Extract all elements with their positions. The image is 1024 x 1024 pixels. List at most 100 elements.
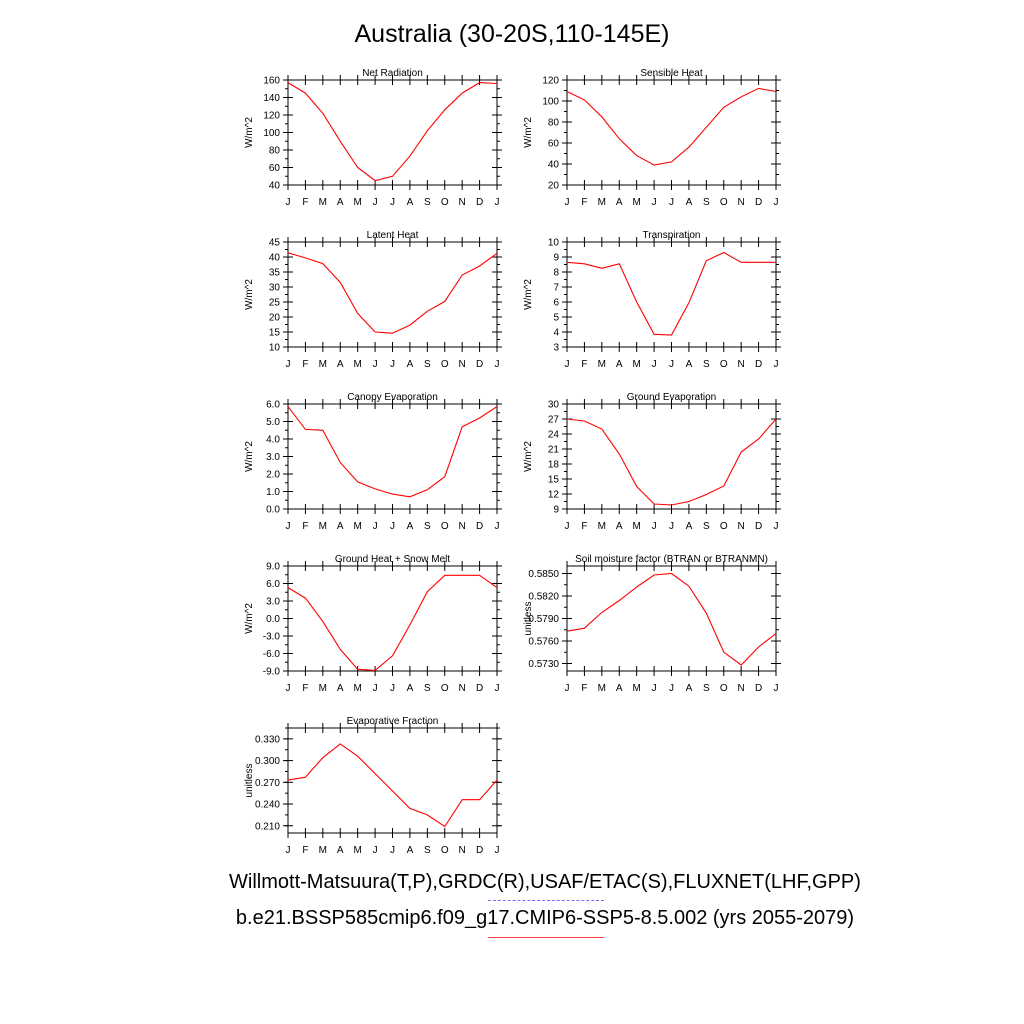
- plot-frame: [566, 565, 777, 672]
- y-tick-label: 9: [553, 505, 559, 516]
- y-tick-label: 6.0: [266, 400, 280, 411]
- x-tick-label: J: [669, 197, 674, 208]
- x-tick-label: N: [459, 197, 466, 208]
- x-tick-label: J: [373, 359, 378, 370]
- y-tick-label: 120: [263, 111, 280, 122]
- x-tick-label: F: [302, 683, 308, 694]
- x-tick-label: J: [774, 359, 779, 370]
- y-tick-label: 3.0: [266, 597, 280, 608]
- y-axis-label: W/m^2: [523, 117, 534, 148]
- x-tick-label: F: [581, 683, 587, 694]
- x-tick-label: J: [774, 521, 779, 532]
- x-tick-label: A: [686, 683, 693, 694]
- series-line: [287, 82, 498, 182]
- y-axis-label: W/m^2: [244, 279, 255, 310]
- x-tick-label: J: [373, 197, 378, 208]
- x-tick-label: O: [441, 845, 449, 856]
- x-tick-label: A: [337, 359, 344, 370]
- x-tick-label: J: [669, 521, 674, 532]
- x-tick-label: J: [774, 683, 779, 694]
- y-tick-label: 160: [263, 76, 280, 87]
- x-tick-label: A: [686, 359, 693, 370]
- x-tick-label: D: [476, 197, 483, 208]
- panel-8: Evaporative Fraction unitless 0.330 0.300 0.…: [244, 716, 502, 856]
- x-tick-label: J: [390, 521, 395, 532]
- x-tick-label: A: [616, 683, 623, 694]
- footer-obs-sources: Willmott-Matsuura(T,P),GRDC(R),USAF/ETAC…: [229, 871, 861, 893]
- x-tick-label: J: [652, 197, 657, 208]
- x-tick-label: J: [652, 521, 657, 532]
- panel-title: Canopy Evaporation: [347, 392, 438, 403]
- y-tick-label: 10: [269, 343, 281, 354]
- x-tick-label: A: [407, 197, 414, 208]
- x-tick-label: F: [581, 359, 587, 370]
- plot-frame: [566, 403, 777, 510]
- x-tick-label: A: [407, 845, 414, 856]
- x-tick-label: M: [632, 683, 640, 694]
- page-title: Australia (30-20S,110-145E): [354, 20, 670, 48]
- x-tick-label: A: [337, 683, 344, 694]
- y-tick-label: -9.0: [263, 667, 281, 678]
- x-tick-label: J: [565, 197, 570, 208]
- x-tick-label: J: [286, 359, 291, 370]
- x-tick-label: M: [353, 521, 361, 532]
- series-line: [566, 87, 777, 166]
- y-axis-label: W/m^2: [244, 441, 255, 472]
- x-tick-label: D: [476, 845, 483, 856]
- x-tick-label: S: [703, 359, 710, 370]
- y-tick-label: 4.0: [266, 435, 280, 446]
- x-tick-label: F: [302, 845, 308, 856]
- y-tick-label: 3.0: [266, 452, 280, 463]
- x-tick-label: N: [738, 521, 745, 532]
- x-tick-label: J: [495, 683, 500, 694]
- y-tick-label: 0.5730: [528, 659, 559, 670]
- x-tick-label: N: [459, 845, 466, 856]
- x-tick-label: O: [441, 521, 449, 532]
- x-tick-label: A: [616, 359, 623, 370]
- x-tick-label: M: [319, 359, 327, 370]
- y-tick-label: 40: [548, 160, 560, 171]
- panel-4: Canopy Evaporation W/m^2 6.0 5.0 4.0 3.0 2.0 1.…: [244, 392, 502, 532]
- x-tick-label: J: [565, 521, 570, 532]
- y-tick-label: 2.0: [266, 470, 280, 481]
- x-tick-label: J: [390, 197, 395, 208]
- y-tick-label: 15: [548, 475, 560, 486]
- x-tick-label: J: [495, 845, 500, 856]
- y-tick-label: 0.5790: [528, 614, 559, 625]
- x-tick-label: J: [390, 683, 395, 694]
- x-tick-label: O: [720, 359, 728, 370]
- series-line: [287, 406, 498, 498]
- x-tick-label: J: [495, 521, 500, 532]
- x-tick-label: F: [302, 359, 308, 370]
- y-tick-label: 100: [542, 97, 559, 108]
- model-legend-line: [488, 937, 604, 938]
- x-tick-label: S: [424, 521, 431, 532]
- x-tick-label: S: [703, 683, 710, 694]
- y-tick-label: 7: [553, 283, 559, 294]
- series-line: [287, 574, 498, 671]
- series-line: [287, 252, 498, 334]
- series-line: [566, 572, 777, 666]
- y-tick-label: 9: [553, 253, 559, 264]
- x-tick-label: J: [652, 359, 657, 370]
- x-tick-label: F: [581, 521, 587, 532]
- y-tick-label: 30: [269, 283, 281, 294]
- x-tick-label: O: [441, 359, 449, 370]
- x-tick-label: J: [373, 683, 378, 694]
- y-tick-label: 0.0: [266, 505, 280, 516]
- x-tick-label: N: [738, 359, 745, 370]
- x-tick-label: O: [720, 197, 728, 208]
- series-line: [566, 418, 777, 506]
- x-tick-label: S: [424, 359, 431, 370]
- plot-frame: [566, 79, 777, 186]
- x-tick-label: M: [598, 359, 606, 370]
- y-tick-label: 0.300: [255, 756, 280, 767]
- x-tick-label: S: [424, 683, 431, 694]
- x-tick-label: S: [424, 197, 431, 208]
- x-tick-label: J: [286, 197, 291, 208]
- x-tick-label: M: [319, 521, 327, 532]
- y-tick-label: 9.0: [266, 562, 280, 573]
